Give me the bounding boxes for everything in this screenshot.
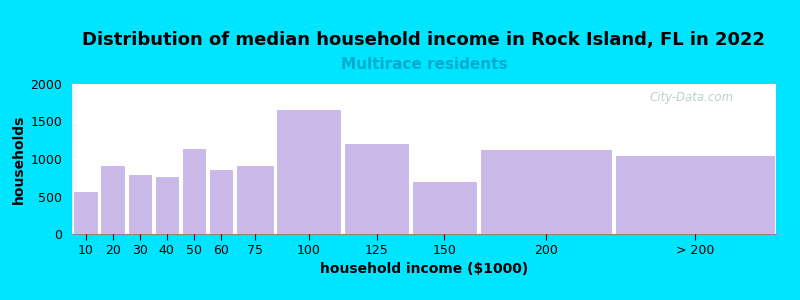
Bar — [127, 174, 152, 234]
Bar — [74, 190, 98, 234]
Text: Multirace residents: Multirace residents — [341, 57, 507, 72]
Bar — [101, 165, 125, 234]
Text: City-Data.com: City-Data.com — [650, 92, 734, 104]
Bar — [412, 181, 477, 234]
Bar — [154, 176, 179, 234]
Bar — [209, 169, 233, 234]
Bar — [344, 143, 409, 234]
Y-axis label: households: households — [12, 114, 26, 204]
Bar — [182, 148, 206, 234]
Bar — [277, 109, 342, 234]
Bar — [479, 148, 612, 234]
Title: Distribution of median household income in Rock Island, FL in 2022: Distribution of median household income … — [82, 31, 766, 49]
Bar — [236, 165, 274, 234]
X-axis label: household income ($1000): household income ($1000) — [320, 262, 528, 276]
Bar — [615, 155, 774, 234]
